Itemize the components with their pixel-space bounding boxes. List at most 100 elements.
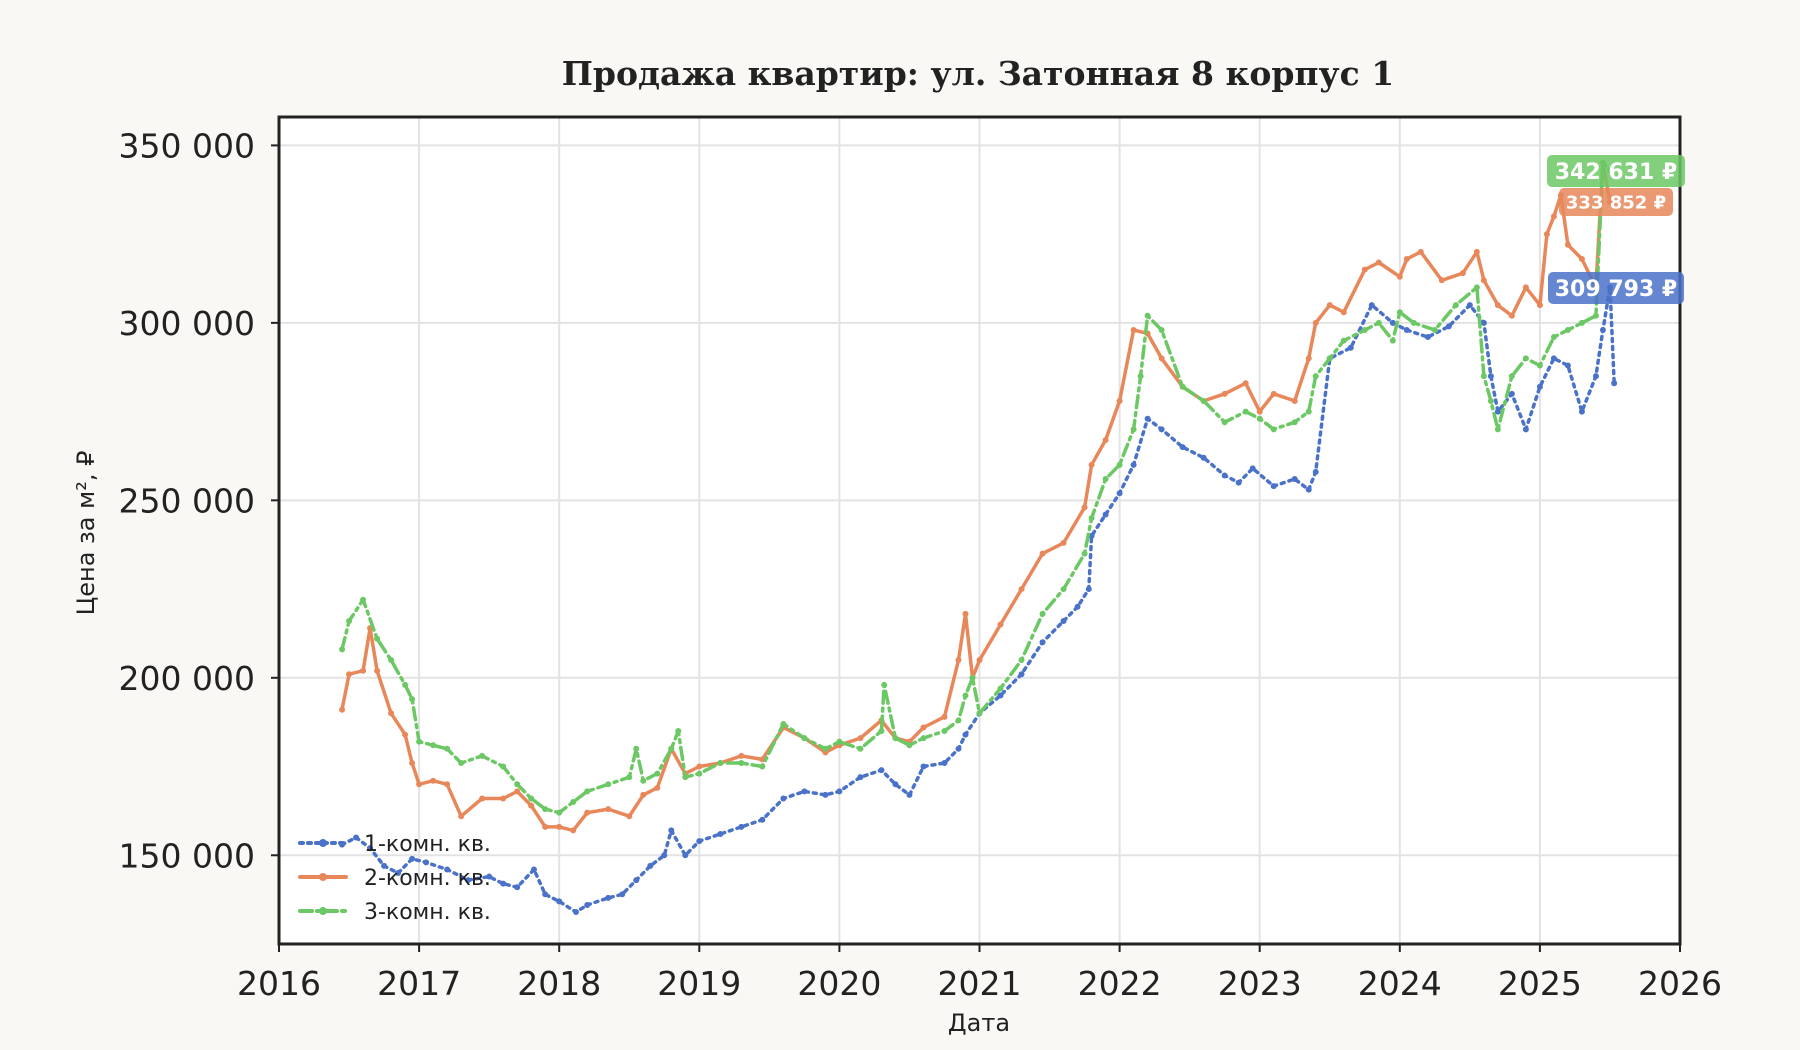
series-1-point	[1085, 586, 1092, 593]
series-1-point	[920, 763, 927, 770]
y-axis-ticks: 150 000 200 000 250 000 300 000 350 000	[119, 126, 279, 875]
series-3-point	[388, 657, 395, 664]
series-2-point	[1564, 241, 1571, 248]
series-2-point	[696, 763, 703, 770]
series-1-point	[1424, 334, 1431, 341]
series-2-point	[1158, 355, 1165, 362]
series-3-point	[1389, 337, 1396, 344]
series-line-1	[340, 285, 1616, 914]
series-2-point	[997, 621, 1004, 628]
series-1-point	[1480, 319, 1487, 326]
series-1-point	[668, 827, 675, 834]
series-3-point	[374, 635, 381, 642]
series-3-point	[1487, 397, 1494, 404]
series-3-point	[717, 759, 724, 766]
series-1-point	[682, 852, 689, 859]
series-3-point	[668, 745, 675, 752]
series-2-point	[605, 806, 612, 813]
y-axis-label: Цена за м², ₽	[72, 451, 100, 616]
series-2-point	[556, 823, 563, 830]
series-2-point	[1417, 248, 1424, 255]
x-tick-label: 2022	[1078, 964, 1162, 1003]
series-3-point	[339, 646, 346, 653]
series-3-point	[1102, 476, 1109, 483]
series-1-point	[367, 845, 374, 852]
series-2-point	[1088, 461, 1095, 468]
series-3-point	[1270, 426, 1277, 433]
series-1-point	[1158, 426, 1165, 433]
x-axis-ticks: 2016 2017 2018 2019 2020 2021 2022 2023 2024 2025…	[237, 944, 1722, 1003]
series-3-point	[941, 728, 948, 735]
y-tick-label: 150 000	[119, 836, 255, 875]
series-3-point	[1242, 408, 1249, 415]
series-3-point	[1564, 326, 1571, 333]
series-3-point	[1081, 550, 1088, 557]
series-2-point	[1039, 550, 1046, 557]
series-2-point	[1543, 231, 1550, 238]
series-1-point	[514, 884, 521, 891]
legend-marker-1	[319, 839, 327, 847]
legend-marker-2	[319, 873, 327, 881]
series-3-point	[878, 728, 885, 735]
series-3-point	[738, 759, 745, 766]
series-3-point	[1480, 373, 1487, 380]
series-3-point	[584, 788, 591, 795]
series-3-point	[1060, 586, 1067, 593]
last-value-badge-3	[1547, 155, 1685, 187]
series-3-point	[857, 745, 864, 752]
series-2-point	[1130, 326, 1137, 333]
series-3-point	[822, 745, 829, 752]
series-3-point	[633, 745, 640, 752]
series-1-point	[1221, 472, 1228, 479]
series-3-point	[556, 809, 563, 816]
series-1-point	[395, 870, 402, 877]
last-value-label-2: 333 852 ₽	[1566, 192, 1666, 213]
series-3-point	[1522, 355, 1529, 362]
series-1-point	[1403, 326, 1410, 333]
series-2-point	[409, 759, 416, 766]
series-2-point	[388, 710, 395, 717]
series-2-point	[1578, 255, 1585, 262]
series-2-point	[1522, 284, 1529, 291]
series-1-point	[444, 866, 451, 873]
series-3-point	[976, 710, 983, 717]
series-2-point	[500, 795, 507, 802]
series-3-point	[1256, 415, 1263, 422]
x-tick-label: 2019	[657, 964, 741, 1003]
series-3-point	[1130, 426, 1137, 433]
series-1-point	[1508, 390, 1515, 397]
series-2-point	[570, 827, 577, 834]
y-tick-label: 250 000	[119, 481, 255, 520]
series-3-point	[1508, 373, 1515, 380]
series-2-point	[430, 777, 437, 784]
series-3-point	[500, 763, 507, 770]
series-3-point	[1431, 326, 1438, 333]
series-3-point	[759, 763, 766, 770]
series-3-point	[479, 752, 486, 759]
series-3-point	[997, 685, 1004, 692]
last-value-badge-2	[1559, 188, 1673, 216]
series-3-point	[1452, 302, 1459, 309]
series-2-point	[626, 813, 633, 820]
series-3-point	[836, 738, 843, 745]
series-2-point	[1221, 390, 1228, 397]
series-3-point	[801, 735, 808, 742]
series-3-point	[626, 774, 633, 781]
x-tick-label: 2017	[377, 964, 461, 1003]
series-2-point	[1508, 312, 1515, 319]
series-2-point	[1536, 302, 1543, 309]
series-2-point	[962, 610, 969, 617]
series-3-point	[430, 742, 437, 749]
series-1-point	[381, 862, 388, 869]
series-1-point	[738, 823, 745, 830]
series-2-point	[1340, 309, 1347, 316]
chart-title: Продажа квартир: ул. Затонная 8 корпус 1	[562, 54, 1394, 93]
series-1-point	[1270, 483, 1277, 490]
series-1-point	[661, 852, 668, 859]
series-2-point	[738, 752, 745, 759]
series-3-point	[1536, 362, 1543, 369]
series-3-point	[1179, 383, 1186, 390]
x-tick-label: 2025	[1498, 964, 1582, 1003]
series-1-point	[1487, 373, 1494, 380]
series-3-point	[640, 777, 647, 784]
